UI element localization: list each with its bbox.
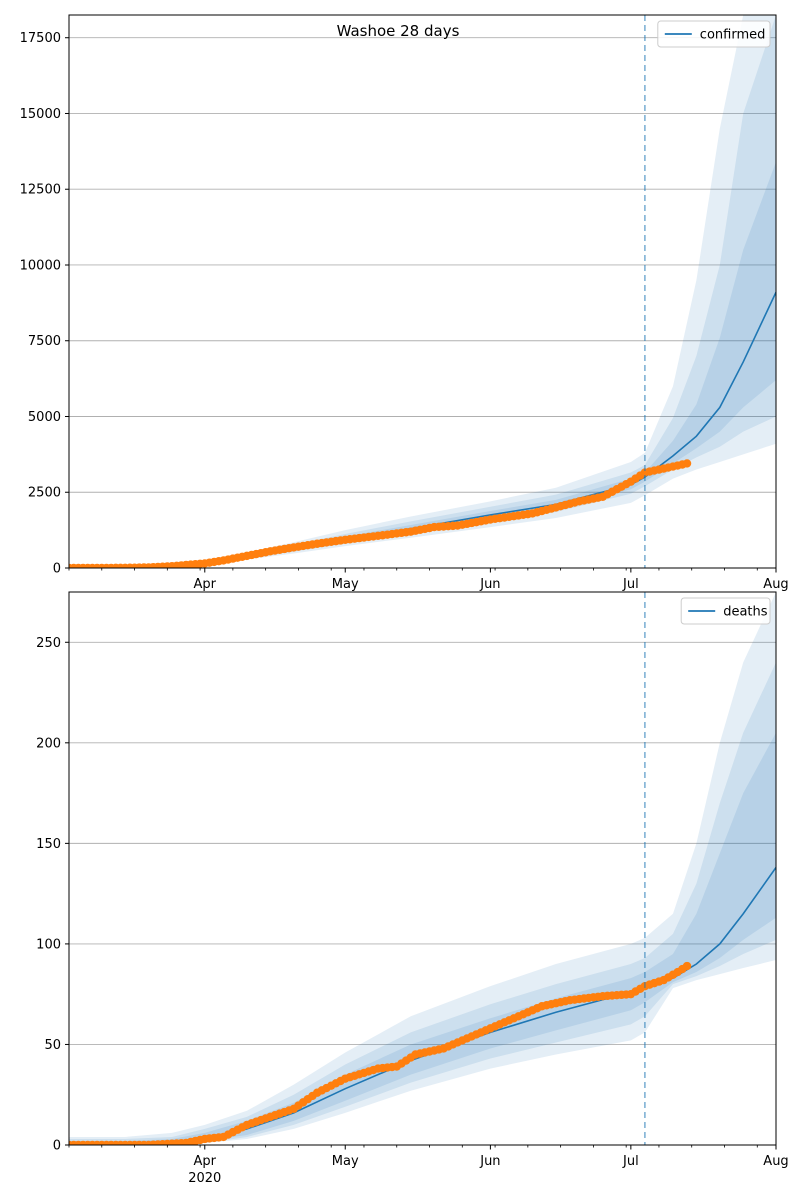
uncertainty-band bbox=[69, 592, 776, 1145]
axes-frame bbox=[68, 14, 777, 569]
y-tick-label: 7500 bbox=[28, 334, 61, 349]
y-tick-label: 2500 bbox=[28, 486, 61, 501]
x-tick-label: Aug bbox=[763, 577, 788, 592]
x-tick-label: Apr bbox=[194, 1154, 217, 1169]
uncertainty-band bbox=[69, 15, 776, 568]
y-tick-label: 250 bbox=[36, 636, 61, 651]
uncertainty-band bbox=[69, 662, 776, 1145]
x-tick-label: Jun bbox=[479, 1154, 500, 1169]
chart-title: Washoe 28 days bbox=[337, 22, 460, 40]
y-tick-label: 10000 bbox=[20, 258, 61, 273]
legend-label: confirmed bbox=[700, 28, 766, 43]
x-year-label: 2020 bbox=[188, 1171, 221, 1186]
plot-area bbox=[69, 592, 776, 1145]
series-line-deaths bbox=[69, 867, 776, 1145]
x-tick-label: May bbox=[332, 1154, 359, 1169]
y-tick-label: 0 bbox=[53, 1139, 61, 1154]
x-tick-label: Jul bbox=[622, 1154, 639, 1169]
y-tick-label: 12500 bbox=[20, 183, 61, 198]
x-tick-label: Apr bbox=[194, 577, 217, 592]
deaths-panel: 0 50 100 150 200 250 Apr May Jun Jul Aug 2020 deaths bbox=[36, 591, 789, 1186]
uncertainty-band bbox=[69, 15, 776, 568]
y-tick-label: 5000 bbox=[28, 410, 61, 425]
x-tick-label: Jul bbox=[622, 577, 639, 592]
x-tick-label: Aug bbox=[763, 1154, 788, 1169]
legend-box bbox=[657, 20, 771, 48]
axes-frame bbox=[68, 591, 777, 1146]
x-tick-label: Jun bbox=[479, 577, 500, 592]
x-tick-label: May bbox=[332, 577, 359, 592]
y-tick-label: 100 bbox=[36, 937, 61, 952]
observed-point bbox=[682, 961, 692, 971]
uncertainty-band bbox=[69, 732, 776, 1145]
y-tick-label: 15000 bbox=[20, 107, 61, 122]
y-tick-label: 200 bbox=[36, 736, 61, 751]
y-tick-label: 0 bbox=[53, 562, 61, 577]
legend-box bbox=[680, 597, 771, 625]
uncertainty-band bbox=[69, 161, 776, 568]
y-tick-label: 50 bbox=[44, 1038, 61, 1053]
confirmed-panel: 0 2500 5000 7500 10000 12500 15000 17500 Apr May J… bbox=[20, 14, 789, 592]
observed-point bbox=[682, 459, 692, 468]
y-tick-label: 150 bbox=[36, 837, 61, 852]
legend-label: deaths bbox=[723, 605, 768, 620]
y-tick-label: 17500 bbox=[20, 31, 61, 46]
plot-area bbox=[69, 15, 776, 568]
